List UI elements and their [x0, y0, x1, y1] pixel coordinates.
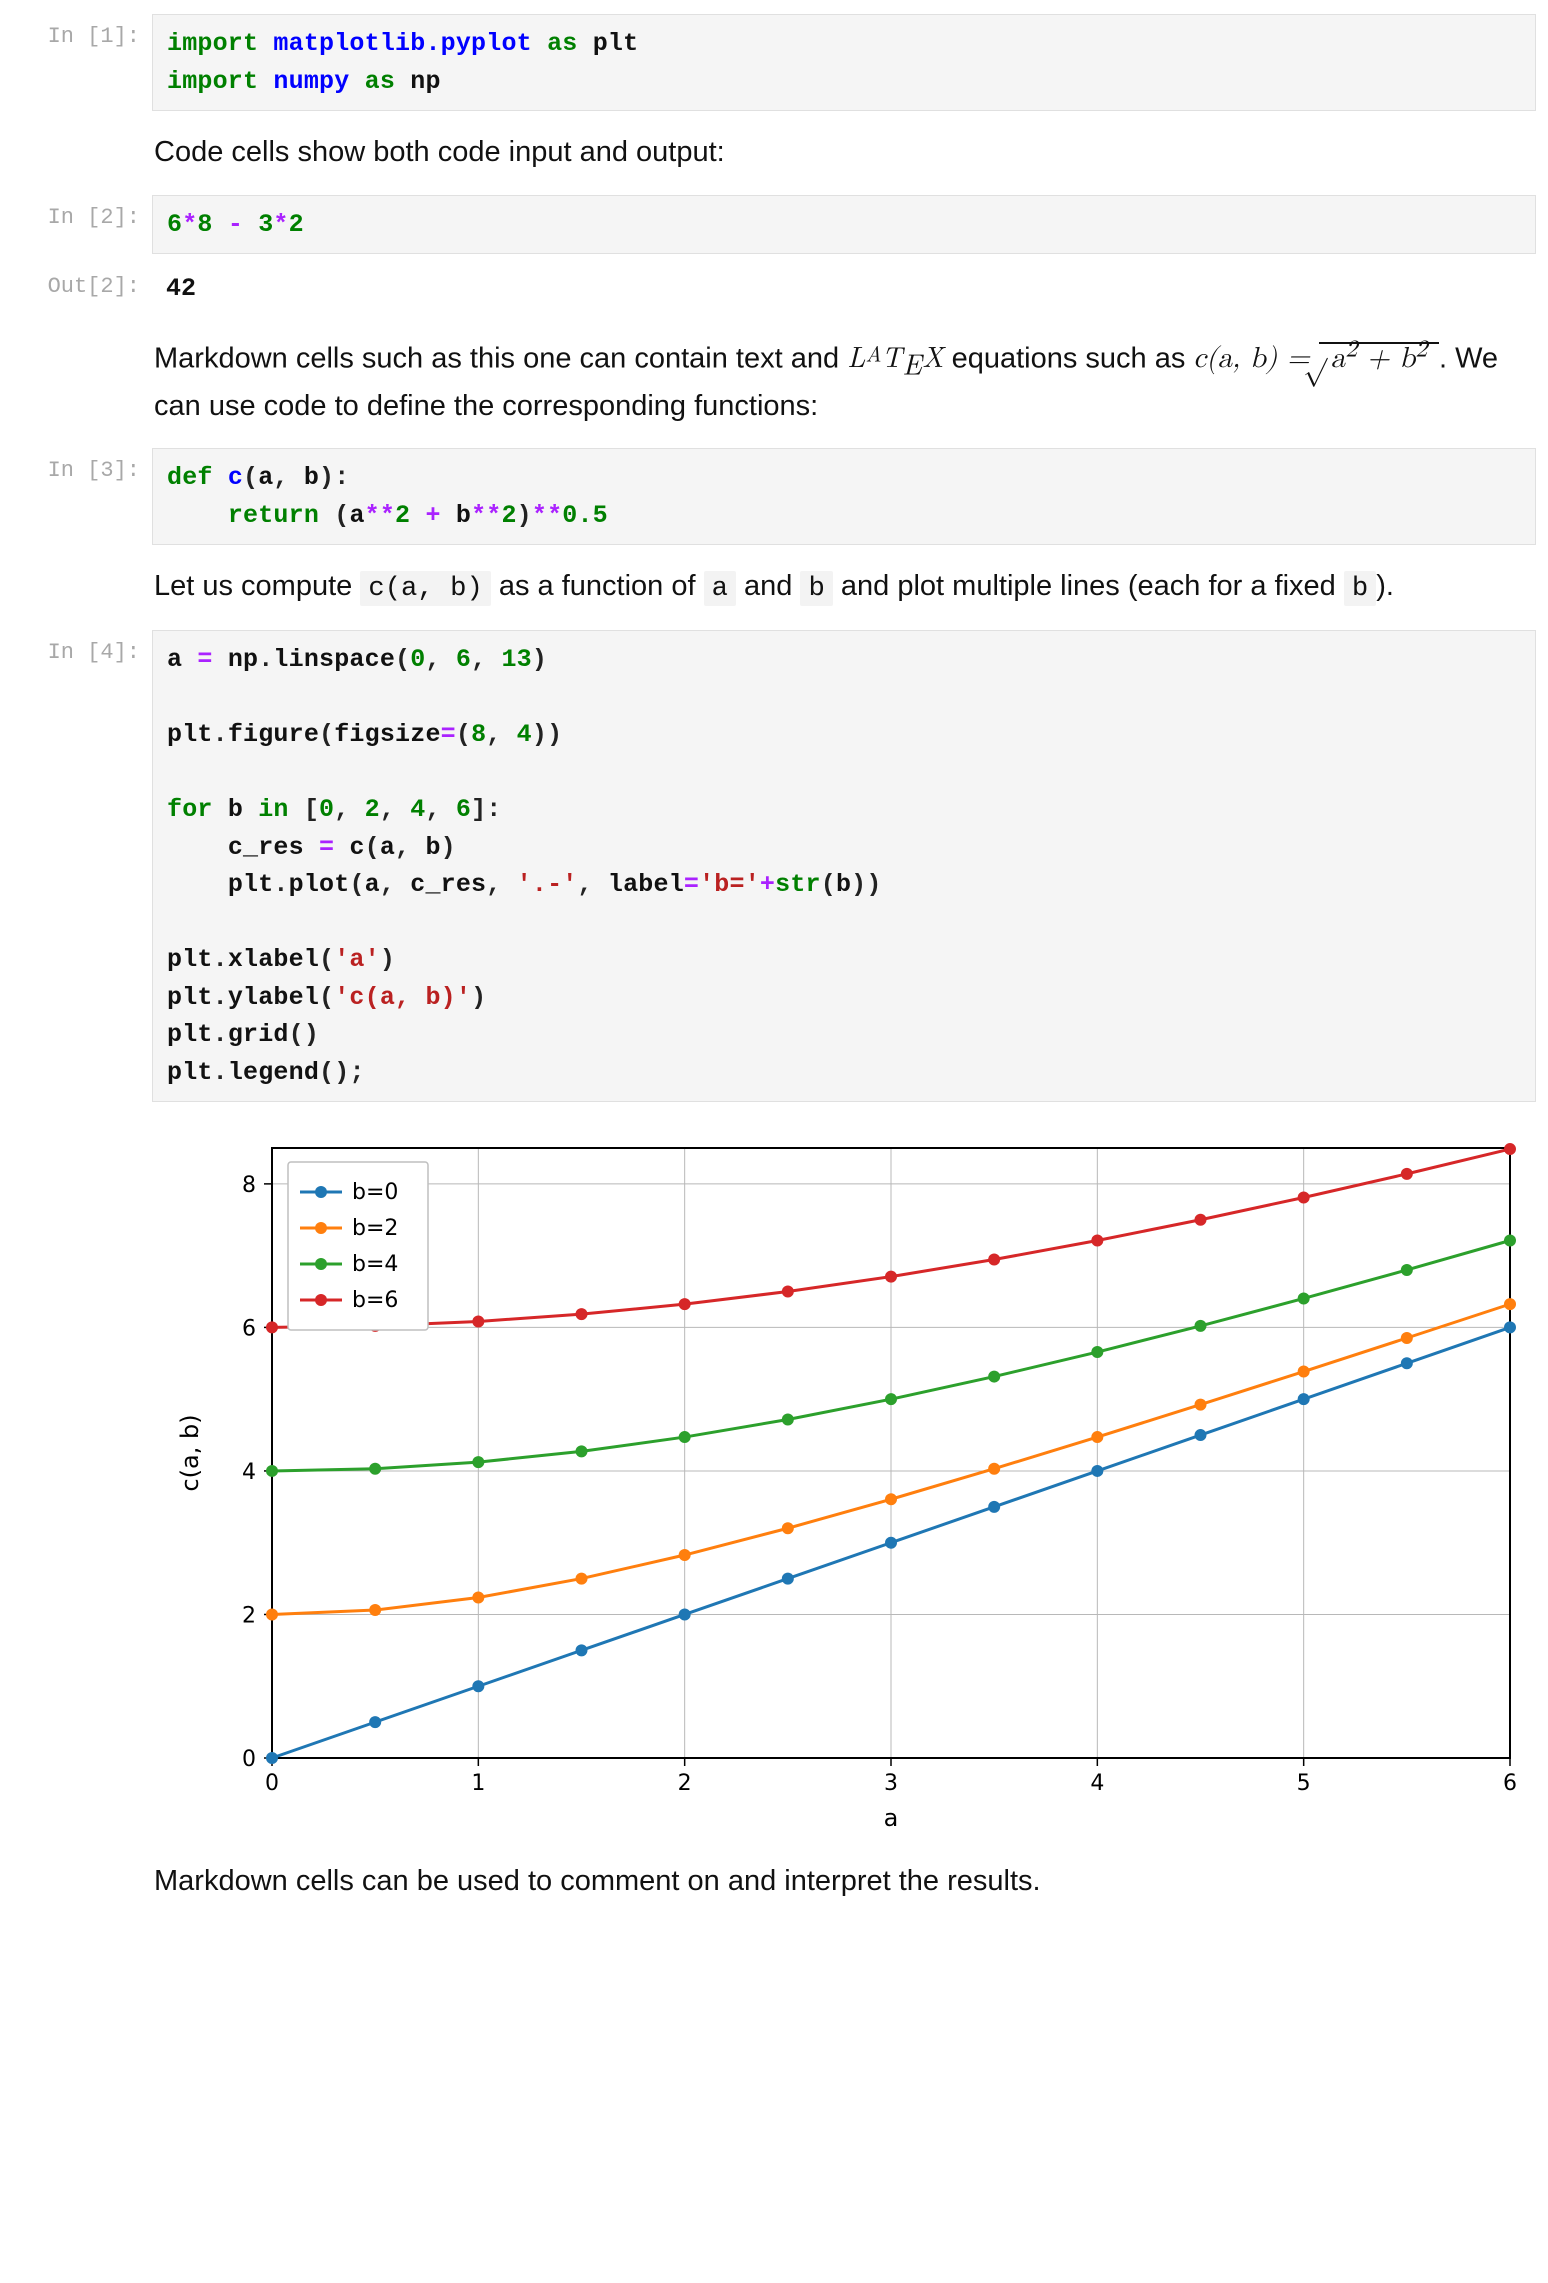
md-text: Markdown cells such as this one can cont…: [154, 342, 847, 374]
inline-code: b: [800, 571, 832, 606]
markdown-cell-1: Code cells show both code input and outp…: [12, 121, 1536, 185]
markdown-text: Code cells show both code input and outp…: [152, 121, 1536, 185]
code-input-3[interactable]: def c(a, b): return (a**2 + b**2)**0.5: [152, 448, 1536, 545]
md-text: equations such as: [944, 342, 1194, 374]
svg-text:1: 1: [471, 1771, 485, 1796]
svg-text:b=0: b=0: [352, 1180, 398, 1205]
prompt-empty: [12, 121, 152, 131]
svg-text:b=2: b=2: [352, 1216, 398, 1241]
prompt-in-2: In [2]:: [12, 195, 152, 230]
markdown-text: Markdown cells can be used to comment on…: [152, 1850, 1536, 1914]
svg-text:6: 6: [242, 1317, 256, 1342]
prompt-in-3: In [3]:: [12, 448, 152, 483]
inline-code: c(a, b): [360, 571, 490, 606]
output-cell-4: 0 1 2 3 4 5 6 0 2 4 6 8 a c(a, b) b=0 b=2 b=4 b=6: [12, 1112, 1536, 1840]
code-cell-4: In [4]: a = np.linspace(0, 6, 13) plt.fi…: [12, 630, 1536, 1102]
prompt-out-2: Out[2]:: [12, 264, 152, 299]
code-input-4[interactable]: a = np.linspace(0, 6, 13) plt.figure(fig…: [152, 630, 1536, 1102]
code-input-1[interactable]: import matplotlib.pyplot as plt import n…: [152, 14, 1536, 111]
prompt-in-4: In [4]:: [12, 630, 152, 665]
svg-text:6: 6: [1503, 1771, 1517, 1796]
output-cell-2: Out[2]: 42: [12, 264, 1536, 312]
svg-text:4: 4: [242, 1460, 256, 1485]
svg-text:b=4: b=4: [352, 1252, 398, 1277]
svg-text:0: 0: [265, 1771, 279, 1796]
markdown-text: Markdown cells such as this one can cont…: [152, 322, 1536, 439]
svg-text:0: 0: [242, 1747, 256, 1772]
latex-word: LATEX: [847, 335, 943, 376]
svg-text:a: a: [884, 1804, 899, 1832]
svg-text:3: 3: [884, 1771, 898, 1796]
code-cell-3: In [3]: def c(a, b): return (a**2 + b**2…: [12, 448, 1536, 545]
code-cell-2: In [2]: 6*8 - 3*2: [12, 195, 1536, 255]
svg-text:2: 2: [242, 1604, 256, 1629]
markdown-cell-2: Markdown cells such as this one can cont…: [12, 322, 1536, 439]
svg-text:5: 5: [1297, 1771, 1311, 1796]
prompt-in-1: In [1]:: [12, 14, 152, 49]
inline-code: b: [1344, 571, 1376, 606]
math-equation: c(a, b) = a2 + b2 √: [1193, 344, 1439, 373]
svg-text:b=6: b=6: [352, 1288, 398, 1313]
markdown-text: Let us compute c(a, b) as a function of …: [152, 555, 1536, 620]
svg-text:c(a, b): c(a, b): [176, 1415, 204, 1492]
output-chart: 0 1 2 3 4 5 6 0 2 4 6 8 a c(a, b) b=0 b=2 b=4 b=6: [152, 1120, 1548, 1840]
inline-code: a: [704, 571, 736, 606]
code-input-2[interactable]: 6*8 - 3*2: [152, 195, 1536, 255]
svg-text:8: 8: [242, 1173, 256, 1198]
svg-text:4: 4: [1090, 1771, 1104, 1796]
markdown-cell-3: Let us compute c(a, b) as a function of …: [12, 555, 1536, 620]
markdown-cell-4: Markdown cells can be used to comment on…: [12, 1850, 1536, 1914]
code-cell-1: In [1]: import matplotlib.pyplot as plt …: [12, 14, 1536, 111]
svg-text:2: 2: [678, 1771, 692, 1796]
code-output-2: 42: [152, 264, 1536, 312]
